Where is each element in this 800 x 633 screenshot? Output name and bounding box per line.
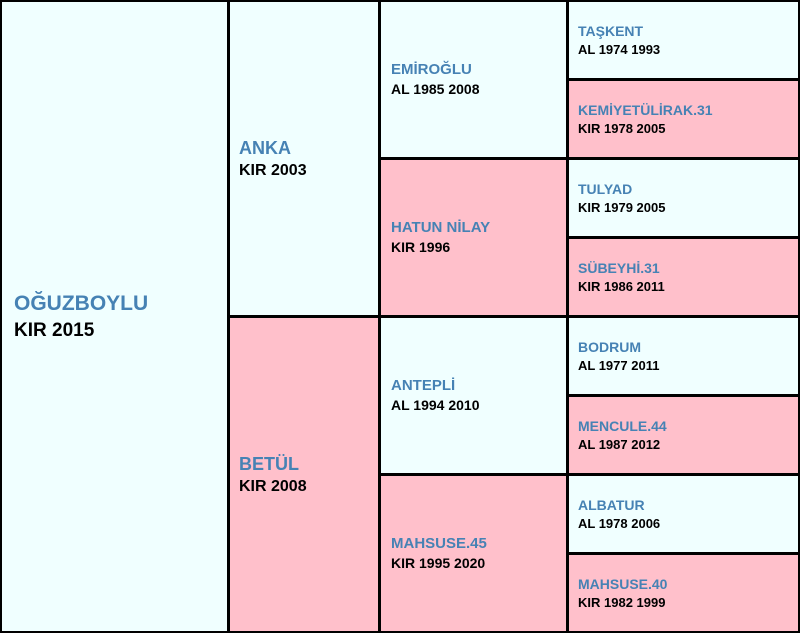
horse-info: KIR 1995 2020 <box>391 555 486 571</box>
pedigree-cell-dam-sire-sire[interactable]: BODRUM AL 1977 2011 <box>569 318 798 394</box>
pedigree-cell-dam-sire[interactable]: ANTEPLİ AL 1994 2010 <box>381 318 566 473</box>
horse-name: MAHSUSE.45 <box>391 535 487 552</box>
horse-name: SÜBEYHİ.31 <box>578 259 660 276</box>
pedigree-cell-subject[interactable]: OĞUZBOYLU KIR 2015 <box>2 2 227 631</box>
pedigree-cell-sire-sire[interactable]: EMİROĞLU AL 1985 2008 <box>381 2 566 157</box>
horse-name: KEMİYETÜLİRAK.31 <box>578 101 713 118</box>
horse-name: MAHSUSE.40 <box>578 575 668 592</box>
pedigree-cell-sire-dam-dam[interactable]: SÜBEYHİ.31 KIR 1986 2011 <box>569 239 798 315</box>
pedigree-cell-sire-sire-sire[interactable]: TAŞKENT AL 1974 1993 <box>569 2 798 78</box>
pedigree-cell-sire-sire-dam[interactable]: KEMİYETÜLİRAK.31 KIR 1978 2005 <box>569 81 798 157</box>
horse-name: TAŞKENT <box>578 22 644 39</box>
pedigree-cell-sire-dam-sire[interactable]: TULYAD KIR 1979 2005 <box>569 160 798 236</box>
horse-name: OĞUZBOYLU <box>14 291 149 315</box>
horse-info: KIR 2008 <box>239 477 307 495</box>
pedigree-cell-sire[interactable]: ANKA KIR 2003 <box>230 2 378 315</box>
horse-info: AL 1985 2008 <box>391 81 480 97</box>
horse-name: EMİROĞLU <box>391 61 472 78</box>
horse-info: AL 1977 2011 <box>578 357 660 373</box>
horse-info: KIR 1979 2005 <box>578 199 666 215</box>
pedigree-cell-dam[interactable]: BETÜL KIR 2008 <box>230 318 378 631</box>
horse-info: AL 1974 1993 <box>578 41 661 57</box>
horse-info: AL 1994 2010 <box>391 397 480 413</box>
pedigree-cell-dam-dam[interactable]: MAHSUSE.45 KIR 1995 2020 <box>381 476 566 631</box>
pedigree-cell-dam-dam-sire[interactable]: ALBATUR AL 1978 2006 <box>569 476 798 552</box>
horse-info: KIR 1986 2011 <box>578 278 665 294</box>
horse-info: KIR 1996 <box>391 239 451 255</box>
horse-info: KIR 2015 <box>14 319 95 341</box>
pedigree-cell-dam-sire-dam[interactable]: MENCULE.44 AL 1987 2012 <box>569 397 798 473</box>
horse-name: HATUN NİLAY <box>391 219 491 236</box>
horse-info: KIR 1982 1999 <box>578 594 666 610</box>
horse-info: KIR 1978 2005 <box>578 120 666 136</box>
horse-info: AL 1978 2006 <box>578 515 661 531</box>
horse-info: KIR 2003 <box>239 161 307 179</box>
horse-name: BODRUM <box>578 338 641 355</box>
horse-name: ANTEPLİ <box>391 377 456 394</box>
horse-name: ALBATUR <box>578 496 645 513</box>
pedigree-cell-sire-dam[interactable]: HATUN NİLAY KIR 1996 <box>381 160 566 315</box>
horse-name: MENCULE.44 <box>578 417 667 434</box>
pedigree-cell-dam-dam-dam[interactable]: MAHSUSE.40 KIR 1982 1999 <box>569 555 798 631</box>
horse-name: ANKA <box>239 137 291 158</box>
horse-name: BETÜL <box>239 453 299 474</box>
horse-name: TULYAD <box>578 180 633 197</box>
horse-info: AL 1987 2012 <box>578 436 661 452</box>
